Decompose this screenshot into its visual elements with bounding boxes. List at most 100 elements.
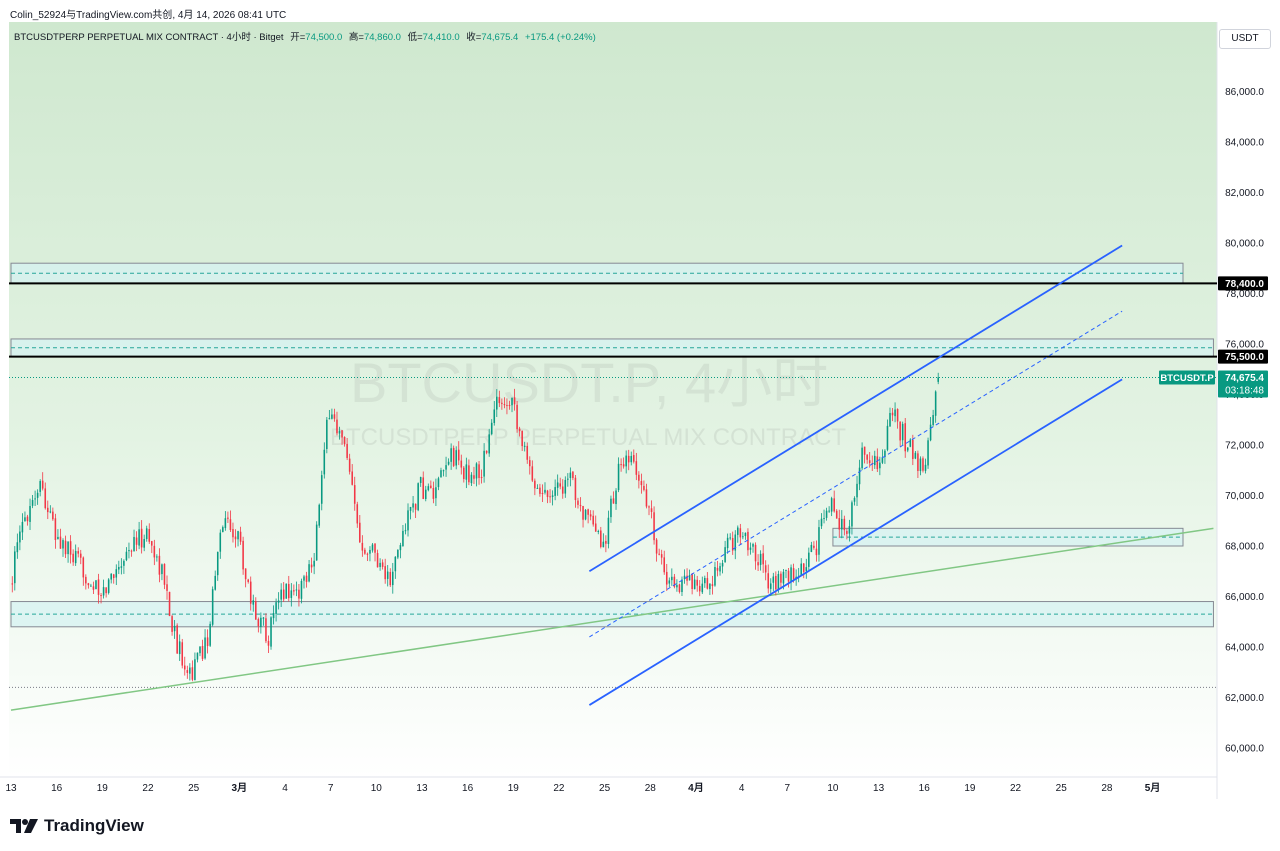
candle-body	[896, 408, 899, 422]
candle-body	[602, 541, 605, 548]
candle-body	[87, 583, 90, 586]
price-tick-label: 72,000.0	[1225, 441, 1264, 452]
candle-body	[143, 539, 145, 548]
candle-body	[518, 428, 521, 432]
candle-body	[929, 424, 932, 441]
candle-body	[138, 529, 140, 546]
candle-body	[866, 454, 868, 460]
candle-body	[605, 540, 607, 544]
candle-body	[186, 670, 189, 673]
candle-body	[419, 477, 422, 483]
candle-body	[539, 487, 541, 494]
candle-body	[265, 618, 267, 642]
candle-body	[158, 555, 161, 575]
currency-button[interactable]: USDT	[1219, 29, 1271, 49]
candle-body	[280, 589, 282, 600]
price-tick-label: 66,000.0	[1225, 592, 1264, 603]
time-axis[interactable]: 13 16 19 22 25 3月 4 7 10 13 16 19 22 25 28 4月 4 7 10 13 16 19…	[5, 782, 1160, 794]
candle-body	[724, 547, 726, 563]
candle-body	[790, 567, 792, 583]
candle-body	[501, 402, 503, 404]
candle-body	[414, 503, 417, 510]
candle-body	[544, 489, 546, 493]
candle-body	[835, 510, 838, 519]
candle-body	[780, 573, 782, 583]
candle-body	[843, 518, 846, 531]
candle-body	[424, 489, 427, 500]
candle-body	[848, 526, 851, 534]
candle-body	[26, 516, 29, 522]
time-tick-label: 4	[282, 783, 288, 794]
candle-body	[876, 456, 879, 470]
candle-body	[59, 536, 62, 549]
candle-body	[825, 510, 828, 518]
candle-body	[884, 450, 886, 458]
candle-body	[14, 551, 16, 584]
time-tick-label: 22	[142, 783, 154, 794]
candle-body	[442, 470, 445, 472]
candle-body	[313, 560, 315, 567]
time-tick-label: 13	[5, 783, 17, 794]
candle-body	[222, 527, 224, 533]
candle-body	[810, 544, 813, 552]
candle-body	[592, 515, 594, 525]
candle-body	[257, 619, 260, 627]
candle-body	[224, 518, 227, 529]
candle-body	[478, 464, 480, 478]
candle-body	[194, 659, 196, 681]
legend-close: 74,675.4	[481, 32, 519, 43]
candle-body	[168, 591, 171, 617]
last-price-badge	[1218, 370, 1268, 398]
symbol-legend[interactable]: BTCUSDTPERP PERPETUAL MIX CONTRACT · 4小时…	[14, 29, 596, 43]
candle-body	[331, 414, 333, 419]
candle-body	[569, 472, 572, 479]
price-tick-label: 70,000.0	[1225, 491, 1264, 502]
candle-body	[171, 616, 173, 632]
candle-body	[615, 490, 617, 505]
candle-body	[932, 415, 934, 425]
candle-body	[526, 445, 529, 460]
candle-body	[696, 579, 698, 586]
candle-body	[19, 531, 21, 543]
time-tick-label: 16	[462, 783, 474, 794]
time-tick-label: 28	[645, 783, 657, 794]
candle-body	[719, 566, 721, 572]
candle-body	[232, 529, 234, 538]
price-labels-layer: 78,400.0 75,500.0 BTCUSDT.P 74,675.403:18:4…	[1159, 276, 1268, 398]
trendline-layer	[10, 527, 1214, 711]
candle-body	[130, 550, 133, 552]
candle-body	[107, 579, 110, 593]
candle-body	[409, 507, 412, 511]
candle-body	[541, 493, 544, 495]
price-chart[interactable]: BTCUSDT.P, 4小时 BTCUSDTPERP PERPETUAL MIX…	[0, 22, 1280, 802]
candle-body	[166, 584, 168, 591]
candle-body	[894, 409, 896, 417]
candle-body	[828, 510, 830, 512]
candle-body	[767, 573, 770, 589]
time-tick-label: 28	[1101, 783, 1113, 794]
price-tick-label: 64,000.0	[1225, 643, 1264, 654]
candle-body	[536, 487, 539, 489]
candle-body	[110, 573, 112, 580]
candle-body	[176, 625, 178, 654]
candle-body	[432, 487, 435, 499]
candle-body	[808, 552, 810, 567]
tradingview-logo[interactable]: TradingView	[10, 816, 144, 836]
candle-body	[805, 567, 808, 572]
price-axis-background	[1217, 22, 1280, 777]
candle-body	[737, 527, 739, 535]
author-bar: Colin_52924与TradingView.com共创, 4月 14, 20…	[0, 0, 1280, 22]
time-tick-label: 3月	[232, 782, 248, 794]
candle-body	[698, 585, 701, 592]
candle-body	[627, 455, 630, 463]
candle-body	[371, 544, 374, 551]
candle-body	[163, 563, 166, 585]
candle-body	[440, 470, 442, 478]
candle-body	[239, 531, 242, 542]
candle-body	[625, 455, 627, 467]
time-tick-label: 10	[371, 783, 383, 794]
candle-body	[74, 550, 77, 564]
brand-name: TradingView	[44, 816, 144, 835]
candle-body	[67, 541, 69, 555]
time-tick-label: 13	[873, 783, 885, 794]
